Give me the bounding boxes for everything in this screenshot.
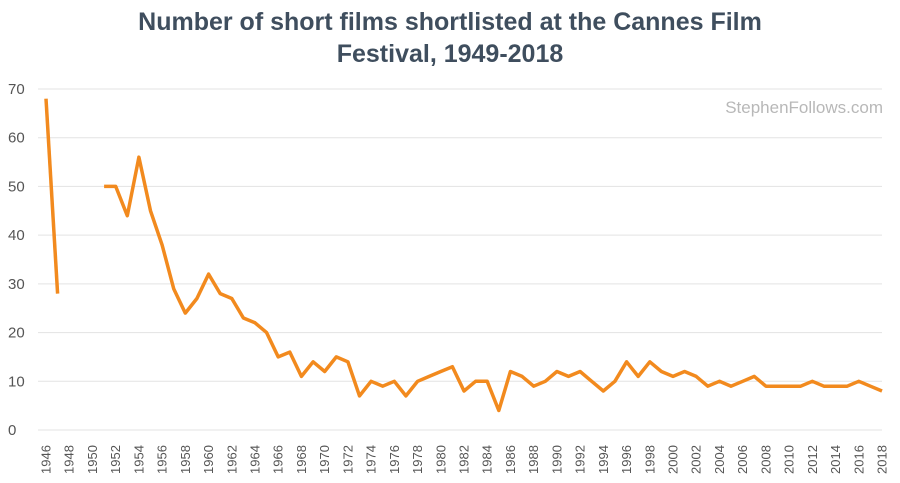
x-tick-label: 1972 [340,445,355,474]
x-tick-label: 1946 [39,445,54,474]
x-tick-label: 1968 [294,445,309,474]
chart-title: Number of short films shortlisted at the… [0,6,900,70]
watermark-text: StephenFollows.com [725,98,883,117]
x-tick-label: 1950 [85,445,100,474]
series-line-segment-0 [44,98,60,294]
x-tick-label: 1998 [642,445,657,474]
chart-title-line-1: Number of short films shortlisted at the… [138,8,762,36]
x-tick-label: 1974 [364,445,379,474]
x-tick-label: 1988 [526,445,541,474]
y-tick-label: 10 [8,373,25,390]
x-tick-label: 1958 [178,445,193,474]
x-tick-label: 1962 [224,445,239,474]
y-tick-label: 50 [8,178,25,195]
y-tick-label: 70 [8,81,25,98]
x-tick-label: 2012 [805,445,820,474]
x-axis-ticks: 1946 1948 1950 1952 1954 1956 1958 1960 1962 1964… [39,445,890,474]
x-tick-label: 1948 [62,445,77,474]
x-tick-label: 1986 [503,445,518,474]
x-tick-label: 1964 [248,445,263,474]
chart-title-line-2: Festival, 1949-2018 [336,40,564,68]
x-tick-label: 1976 [387,445,402,474]
x-tick-label: 1984 [480,445,495,474]
x-tick-label: 1970 [317,445,332,474]
x-tick-label: 1996 [619,445,634,474]
series-line-segment-1 [104,155,883,413]
x-tick-label: 2006 [735,445,750,474]
x-tick-label: 1978 [410,445,425,474]
x-tick-label: 1990 [549,445,564,474]
x-tick-label: 1952 [108,445,123,474]
x-tick-label: 1966 [271,445,286,474]
series-line-group [44,98,883,413]
x-tick-label: 1956 [155,445,170,474]
x-tick-label: 2010 [782,445,797,474]
y-tick-label: 0 [8,422,16,439]
x-tick-label: 2000 [666,445,681,474]
x-tick-label: 1980 [433,445,448,474]
x-tick-label: 2016 [851,445,866,474]
x-tick-label: 1994 [596,445,611,474]
x-tick-label: 1960 [201,445,216,474]
grid-lines [38,88,882,431]
y-tick-label: 60 [8,130,25,147]
x-tick-label: 1982 [457,445,472,474]
y-tick-label: 30 [8,276,25,293]
x-tick-label: 2008 [758,445,773,474]
x-tick-label: 2014 [828,445,843,474]
y-tick-label: 40 [8,227,25,244]
x-tick-label: 1992 [573,445,588,474]
x-tick-label: 1954 [131,445,146,474]
x-tick-label: 2018 [875,445,890,474]
y-tick-label: 20 [8,325,25,342]
x-tick-label: 2004 [712,445,727,474]
y-axis-ticks: 0 10 20 30 40 50 60 70 [8,81,25,439]
x-tick-label: 2002 [689,445,704,474]
